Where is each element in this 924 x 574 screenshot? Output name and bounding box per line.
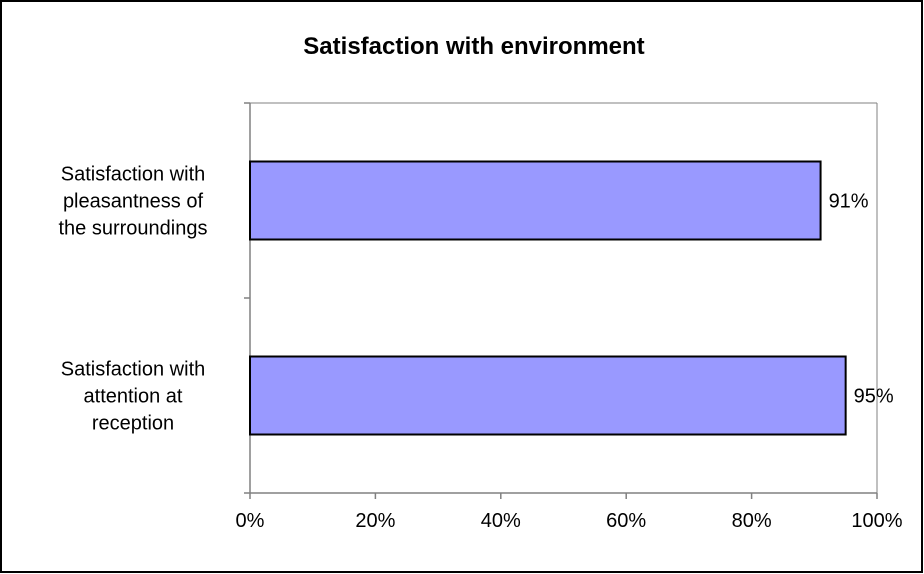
category-label: Satisfaction with attention at reception xyxy=(61,359,206,435)
category-label-line: Satisfaction with xyxy=(61,164,206,186)
chart-title: Satisfaction with environment xyxy=(303,33,644,60)
bar xyxy=(249,160,822,241)
category-label-line: reception xyxy=(92,413,174,435)
x-tick-label: 100% xyxy=(851,510,902,532)
category-label-line: the surroundings xyxy=(59,218,208,240)
data-label: 95% xyxy=(854,386,894,408)
category-label: Satisfaction with pleasantness of the surr… xyxy=(59,164,208,240)
x-tick-label: 80% xyxy=(732,510,772,532)
category-label-line: pleasantness of xyxy=(63,191,204,213)
data-label: 91% xyxy=(829,191,869,213)
bar xyxy=(249,355,847,436)
x-tick-label: 20% xyxy=(355,510,395,532)
category-label-line: attention at xyxy=(84,386,183,408)
x-tick-label: 40% xyxy=(481,510,521,532)
category-label-line: Satisfaction with xyxy=(61,359,206,381)
x-tick-label: 0% xyxy=(236,510,265,532)
x-tick-label: 60% xyxy=(606,510,646,532)
